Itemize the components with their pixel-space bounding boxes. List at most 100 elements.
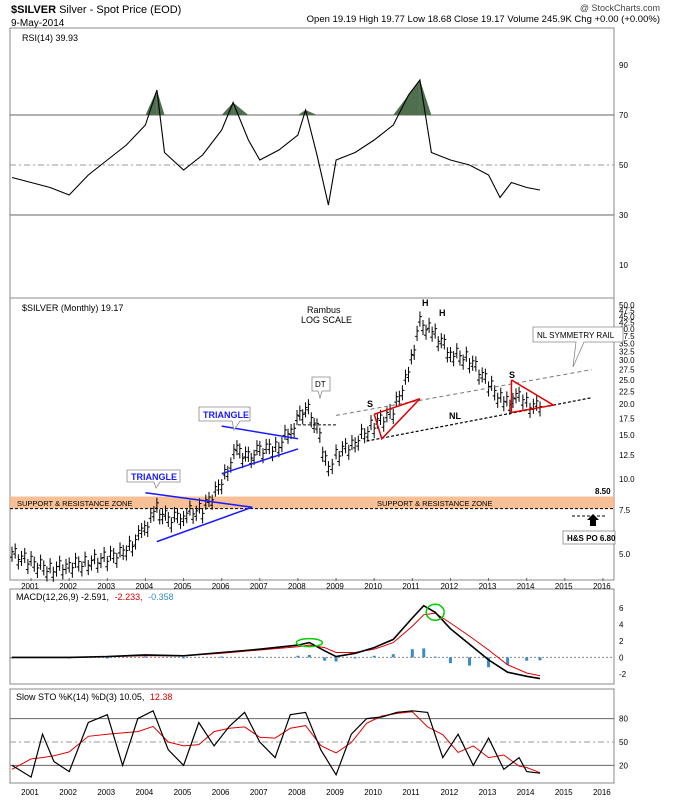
macd-hist-bar [391,654,395,658]
triangle1-lower-line [156,506,253,543]
dt-label: DT [315,380,326,389]
macd-tick-6: 6 [619,604,624,613]
sto-xtick-2015: 2015 [555,788,573,797]
sto-xtick-2001: 2001 [21,788,39,797]
macd-highlight-2008 [295,637,324,648]
zone-left-label: SUPPORT & RESISTANCE ZONE [17,499,132,508]
rsi-overbought-fill [419,80,432,115]
sto-xtick-2004: 2004 [135,788,153,797]
rsi-overbought-fill [221,102,234,115]
rsi-overbought-fill [305,110,317,115]
s2-label: S [509,370,515,380]
price-tick-45: 45.0 [619,312,635,321]
h2-label: H [439,308,446,318]
macd-hist-bar [372,655,376,658]
triangle2-lower-line [221,448,299,475]
price-xtick-2015: 2015 [555,582,573,591]
macd-tick-0: 0 [619,653,624,662]
macd-hist-bar [448,657,452,664]
macd-hist-bar [506,657,510,665]
macd-hist-bar [296,655,300,658]
macd-hist-bar [323,657,327,661]
rsi-overbought-fill [297,110,306,115]
sto-xtick-2013: 2013 [479,788,497,797]
triangle1-callout [126,469,181,489]
macd-tick--2: -2 [619,670,627,679]
macd-legend: MACD(12,26,9) -2.591, -2.233, -0.358 [16,592,174,602]
sto-xtick-2002: 2002 [59,788,77,797]
price-tick-37.5: 37.5 [619,332,635,341]
chart-date: 9-May-2014 [11,18,65,29]
level-850-label: 8.50 [595,487,611,496]
log-scale-label: LOG SCALE [301,315,352,325]
price-xtick-2006: 2006 [212,582,230,591]
triangle2-upper-line [221,425,299,440]
macd-hist-bar [422,648,426,658]
price-legend: $SILVER (Monthly) 19.17 [22,303,123,313]
sto-tick-50: 50 [619,738,628,747]
rsi-overbought-fill [393,95,409,115]
symbol-name: Silver - Spot Price (EOD) [59,4,182,16]
rsi-tick-50: 50 [619,161,628,170]
price-tick-32.5: 32.5 [619,348,635,357]
sto-xtick-2009: 2009 [326,788,344,797]
watermark: @ StockCharts.com [579,3,660,13]
hs-po-arrow [587,514,599,526]
price-tick-25: 25.0 [619,376,635,385]
macd-main-label: MACD(12,26,9) -2.591, [16,592,109,602]
rsi-tick-90: 90 [619,61,628,70]
price-tick-30: 30.0 [619,356,635,365]
macd-hist-bar [182,657,186,659]
price-xtick-2010: 2010 [364,582,382,591]
macd-panel-frame [9,588,615,685]
sto-xtick-2008: 2008 [288,788,306,797]
rsi-line [11,78,541,206]
hs-po-box [562,530,616,545]
macd-tick-4: 4 [619,621,624,630]
rsi-overbought-fill [408,80,420,115]
sto-xtick-2007: 2007 [250,788,268,797]
macd-hist-bar [334,657,338,662]
price-tick-22.5: 22.5 [619,387,635,396]
price-tick-40: 40.0 [619,325,635,334]
left-shoulder-triangle [373,398,421,441]
sto-main-label: Slow STO %K(14) %D(3) 10.05, [16,692,144,702]
rsi-tick-10: 10 [619,261,628,270]
price-xtick-2011: 2011 [402,582,420,591]
macd-hist-bar [105,657,109,659]
macd-hist-bar [220,656,224,658]
nl-rail-callout [532,326,624,368]
price-tick-35: 35.0 [619,340,635,349]
price-tick-50: 50.0 [619,301,635,310]
price-xtick-2005: 2005 [174,582,192,591]
macd-signal-line [12,612,541,677]
price-xtick-2012: 2012 [440,582,458,591]
sto-signal-label: 12.38 [150,692,173,702]
price-tick-20: 20.0 [619,400,635,409]
price-tick-7.5: 7.5 [619,506,631,515]
macd-hist-bar [468,657,471,666]
price-tick-42.5: 42.5 [619,319,635,328]
macd-tick-2: 2 [619,637,624,646]
sto-panel: 20 50 80 [10,709,628,779]
triangle2-callout [198,406,251,432]
price-tick-27.5: 27.5 [619,366,635,375]
sto-panel-frame [9,688,615,784]
sto-tick-20: 20 [619,761,628,770]
rsi-legend: RSI(14) 39.93 [22,33,78,43]
nl-label: NL [449,411,461,421]
price-xtick-2008: 2008 [288,582,306,591]
price-xtick-2009: 2009 [326,582,344,591]
price-xtick-2013: 2013 [479,582,497,591]
macd-hist-bar [538,657,542,661]
macd-hist-bar [143,656,147,658]
price-xtick-2007: 2007 [250,582,268,591]
ohlc-line: Open 19.19 High 19.77 Low 18.68 Close 19… [306,14,660,25]
rsi-panel-frame [9,27,615,299]
price-tick-10: 10.0 [619,475,635,484]
price-xtick-2014: 2014 [517,582,535,591]
macd-highlight-2011 [425,603,445,622]
macd-hist-bar [487,657,491,668]
macd-hist-bar [410,649,414,658]
